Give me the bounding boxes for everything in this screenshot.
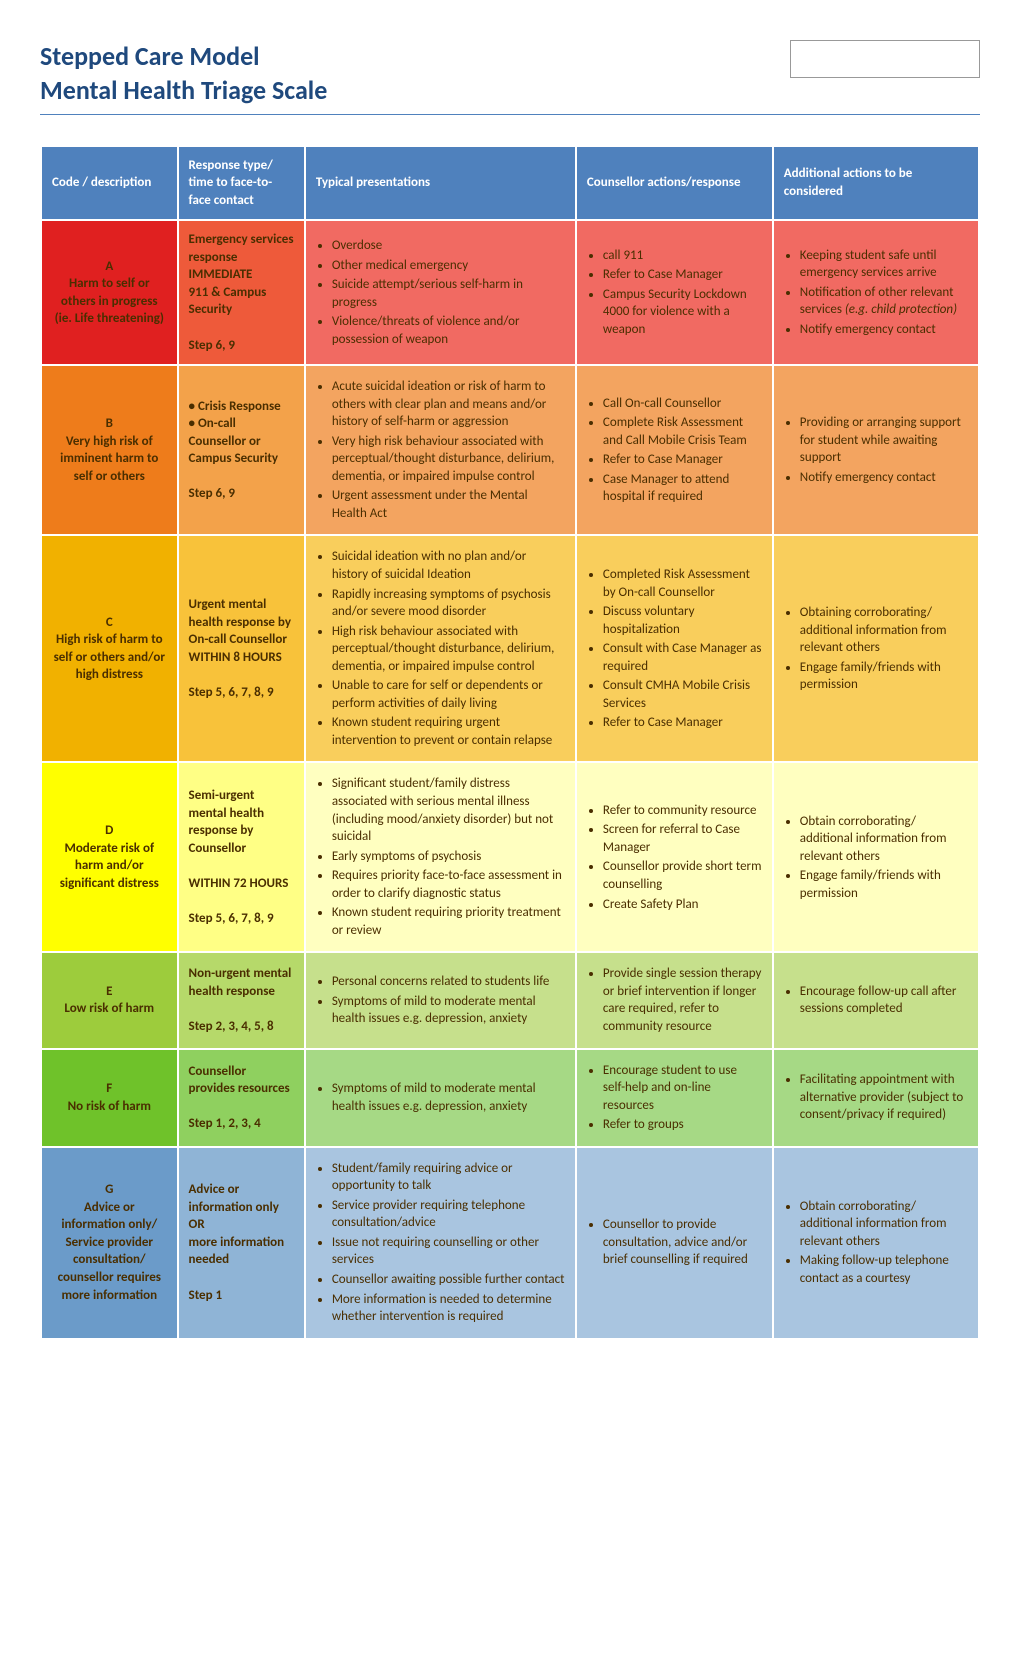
header-row: Code / description Response type/ time t…: [42, 147, 978, 220]
response-cell: Non-urgent mental health responseStep 2,…: [179, 953, 304, 1047]
additional-cell: Encourage follow-up call after sessions …: [774, 953, 978, 1047]
presentations-cell: Personal concerns related to students li…: [306, 953, 575, 1047]
presentations-cell: Symptoms of mild to moderate mental heal…: [306, 1050, 575, 1146]
table-row: AHarm to self or others in progress (ie.…: [42, 221, 978, 364]
additional-cell: Keeping student safe until emergency ser…: [774, 221, 978, 364]
header-counsellor: Counsellor actions/response: [577, 147, 772, 220]
counsellor-cell: Encourage student to use self-help and o…: [577, 1050, 772, 1146]
title-bar: Stepped Care Model Mental Health Triage …: [40, 40, 980, 115]
counsellor-cell: Counsellor to provide consultation, advi…: [577, 1148, 772, 1338]
presentations-cell: Significant student/family distress asso…: [306, 763, 575, 951]
response-cell: Advice or information onlyORmore informa…: [179, 1148, 304, 1338]
code-cell: CHigh risk of harm to self or others and…: [42, 536, 177, 761]
triage-table: Code / description Response type/ time t…: [40, 145, 980, 1340]
additional-cell: Obtaining corroborating/ additional info…: [774, 536, 978, 761]
header-additional: Additional actions to be considered: [774, 147, 978, 220]
code-cell: FNo risk of harm: [42, 1050, 177, 1146]
additional-cell: Obtain corroborating/ additional informa…: [774, 1148, 978, 1338]
counsellor-cell: Completed Risk Assessment by On-call Cou…: [577, 536, 772, 761]
response-cell: • Crisis Response• On-call Counsellor or…: [179, 366, 304, 534]
table-row: GAdvice or information only/ Service pro…: [42, 1148, 978, 1338]
code-cell: AHarm to self or others in progress (ie.…: [42, 221, 177, 364]
code-cell: ELow risk of harm: [42, 953, 177, 1047]
counsellor-cell: Call On-call CounsellorComplete Risk Ass…: [577, 366, 772, 534]
presentations-cell: Acute suicidal ideation or risk of harm …: [306, 366, 575, 534]
header-presentations: Typical presentations: [306, 147, 575, 220]
response-cell: Counsellor provides resourcesStep 1, 2, …: [179, 1050, 304, 1146]
table-row: FNo risk of harmCounsellor provides reso…: [42, 1050, 978, 1146]
table-row: DModerate risk of harm and/or significan…: [42, 763, 978, 951]
code-cell: GAdvice or information only/ Service pro…: [42, 1148, 177, 1338]
counsellor-cell: Provide single session therapy or brief …: [577, 953, 772, 1047]
title-line2: Mental Health Triage Scale: [40, 74, 327, 106]
additional-cell: Facilitating appointment with alternativ…: [774, 1050, 978, 1146]
presentations-cell: Suicidal ideation with no plan and/or hi…: [306, 536, 575, 761]
counsellor-cell: Refer to community resourceScreen for re…: [577, 763, 772, 951]
response-cell: Emergency services responseIMMEDIATE911 …: [179, 221, 304, 364]
table-row: ELow risk of harmNon-urgent mental healt…: [42, 953, 978, 1047]
counsellor-cell: call 911Refer to Case ManagerCampus Secu…: [577, 221, 772, 364]
response-cell: Urgent mental health response by On-call…: [179, 536, 304, 761]
header-response: Response type/ time to face-to-face cont…: [179, 147, 304, 220]
code-cell: BVery high risk of imminent harm to self…: [42, 366, 177, 534]
page-title: Stepped Care Model Mental Health Triage …: [40, 40, 327, 108]
table-row: CHigh risk of harm to self or others and…: [42, 536, 978, 761]
code-cell: DModerate risk of harm and/or significan…: [42, 763, 177, 951]
presentations-cell: Student/family requiring advice or oppor…: [306, 1148, 575, 1338]
additional-cell: Providing or arranging support for stude…: [774, 366, 978, 534]
logo-placeholder: [790, 40, 980, 78]
header-code: Code / description: [42, 147, 177, 220]
response-cell: Semi-urgent mental health response by Co…: [179, 763, 304, 951]
title-line1: Stepped Care Model: [40, 40, 260, 72]
table-row: BVery high risk of imminent harm to self…: [42, 366, 978, 534]
presentations-cell: OverdoseOther medical emergencySuicide a…: [306, 221, 575, 364]
additional-cell: Obtain corroborating/ additional informa…: [774, 763, 978, 951]
